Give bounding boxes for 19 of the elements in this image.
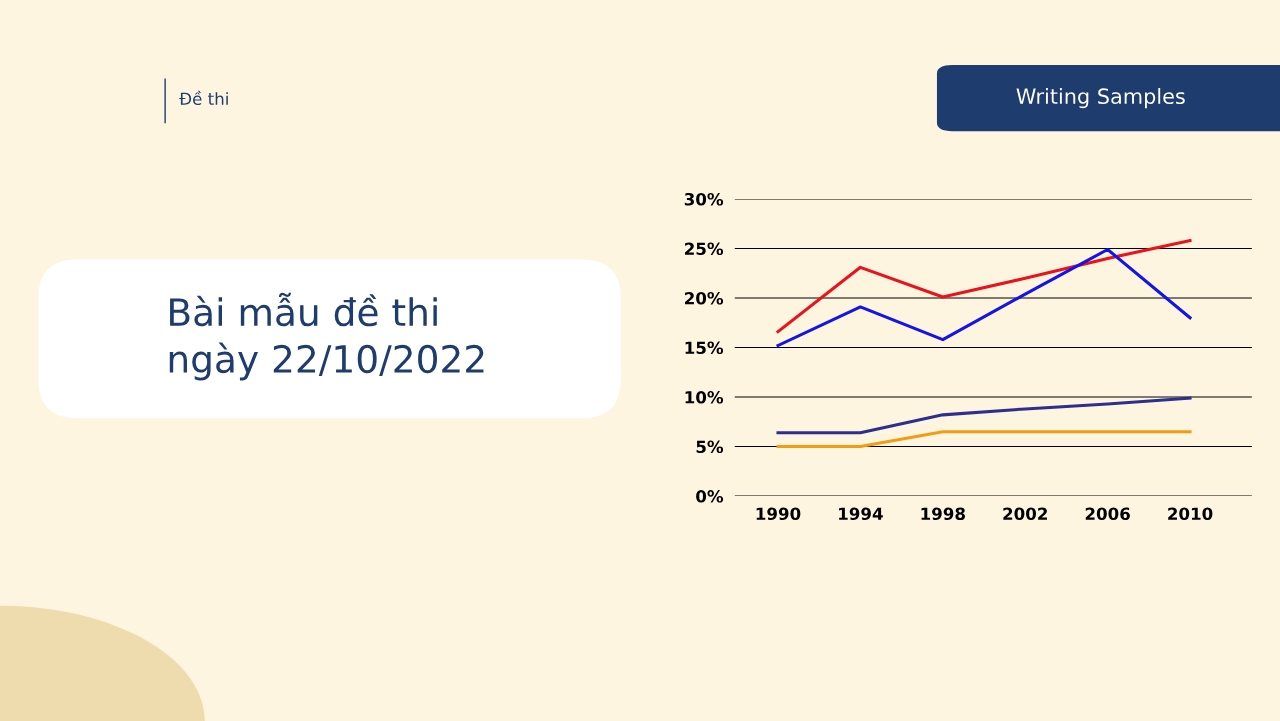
x-tick-label: 2002	[1003, 507, 1047, 521]
y-tick-label: 30%	[684, 192, 724, 206]
text: Writing Samples	[1016, 87, 1185, 109]
line-series	[776, 396, 1192, 435]
text: Đề thi	[179, 90, 228, 106]
y-tick-label: 10%	[685, 390, 724, 404]
x-tick-label: 1994	[839, 507, 883, 521]
y-tick-label: 25%	[685, 242, 724, 256]
y-tick-label: 20%	[685, 291, 724, 305]
x-tick-label: 2006	[1085, 507, 1130, 521]
y-tick-label: 15%	[685, 341, 724, 355]
x-tick-label: 2010	[1168, 507, 1213, 521]
y-tick-label: 0%	[696, 490, 724, 503]
text: Bài mẫu đề thi ngày 22/10/2022	[169, 292, 484, 381]
line-series	[776, 247, 1192, 348]
y-tick-label: 5%	[696, 440, 724, 454]
line-series	[776, 239, 1192, 334]
x-tick-label: 1990	[756, 507, 801, 521]
x-tick-label: 1998	[921, 507, 965, 521]
